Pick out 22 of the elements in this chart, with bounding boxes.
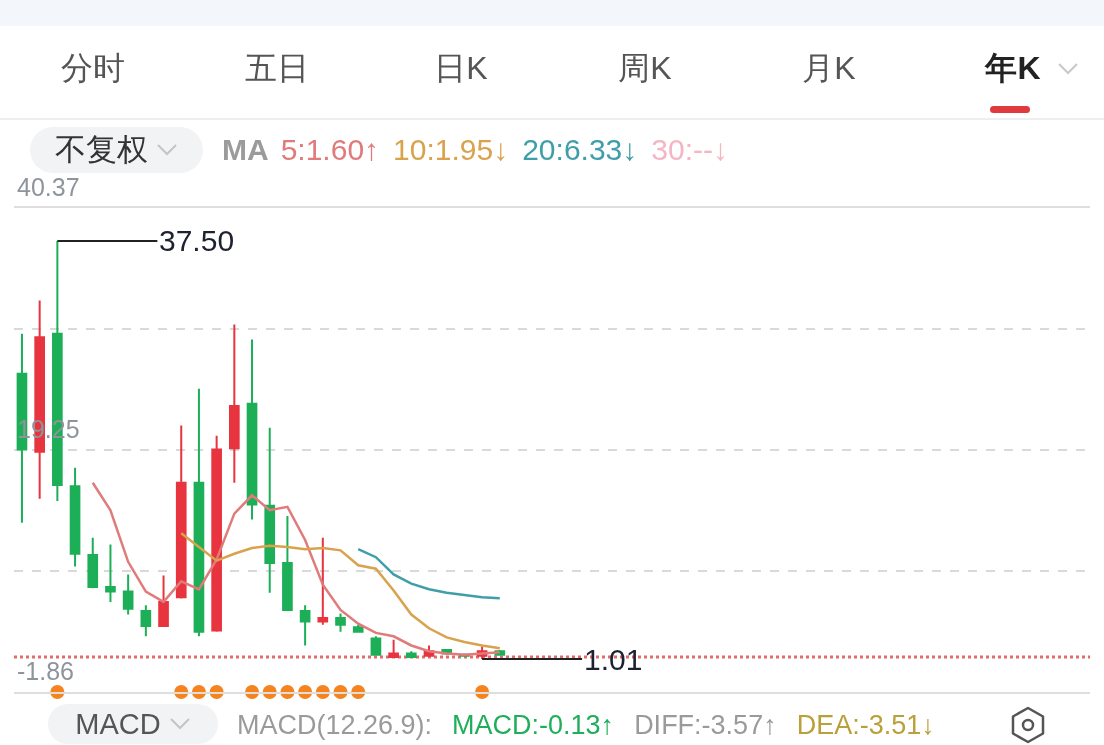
text: MACD:-0.13↑ xyxy=(452,709,615,741)
text: 分时 xyxy=(61,49,125,88)
text: 5:1.60↑ xyxy=(280,133,380,167)
text: 周K xyxy=(618,49,672,88)
y-tick-label: 19.25 xyxy=(17,415,80,444)
text: 日K xyxy=(434,49,488,88)
legend-label: 30:--↓ xyxy=(651,133,728,167)
text: MACD(12.26.9): xyxy=(237,709,433,741)
dropdown: MACD xyxy=(48,704,218,744)
text: 20:6.33↓ xyxy=(522,133,638,167)
legend-title: MA xyxy=(222,133,269,167)
text: DIFF:-3.57↑ xyxy=(634,709,777,741)
dropdown: 不复权 xyxy=(30,127,203,173)
text: DEA:-3.51↓ xyxy=(796,709,935,741)
y-tick-label: -1.86 xyxy=(17,657,74,686)
text: 年K xyxy=(985,49,1041,88)
text: 10:1.95↓ xyxy=(393,133,509,167)
text: 月K xyxy=(802,49,856,88)
y-tick-label: 40.37 xyxy=(17,173,80,202)
annotation: 37.50 xyxy=(159,224,235,257)
text: 1.01 xyxy=(584,643,643,676)
text: 五日 xyxy=(245,49,309,88)
